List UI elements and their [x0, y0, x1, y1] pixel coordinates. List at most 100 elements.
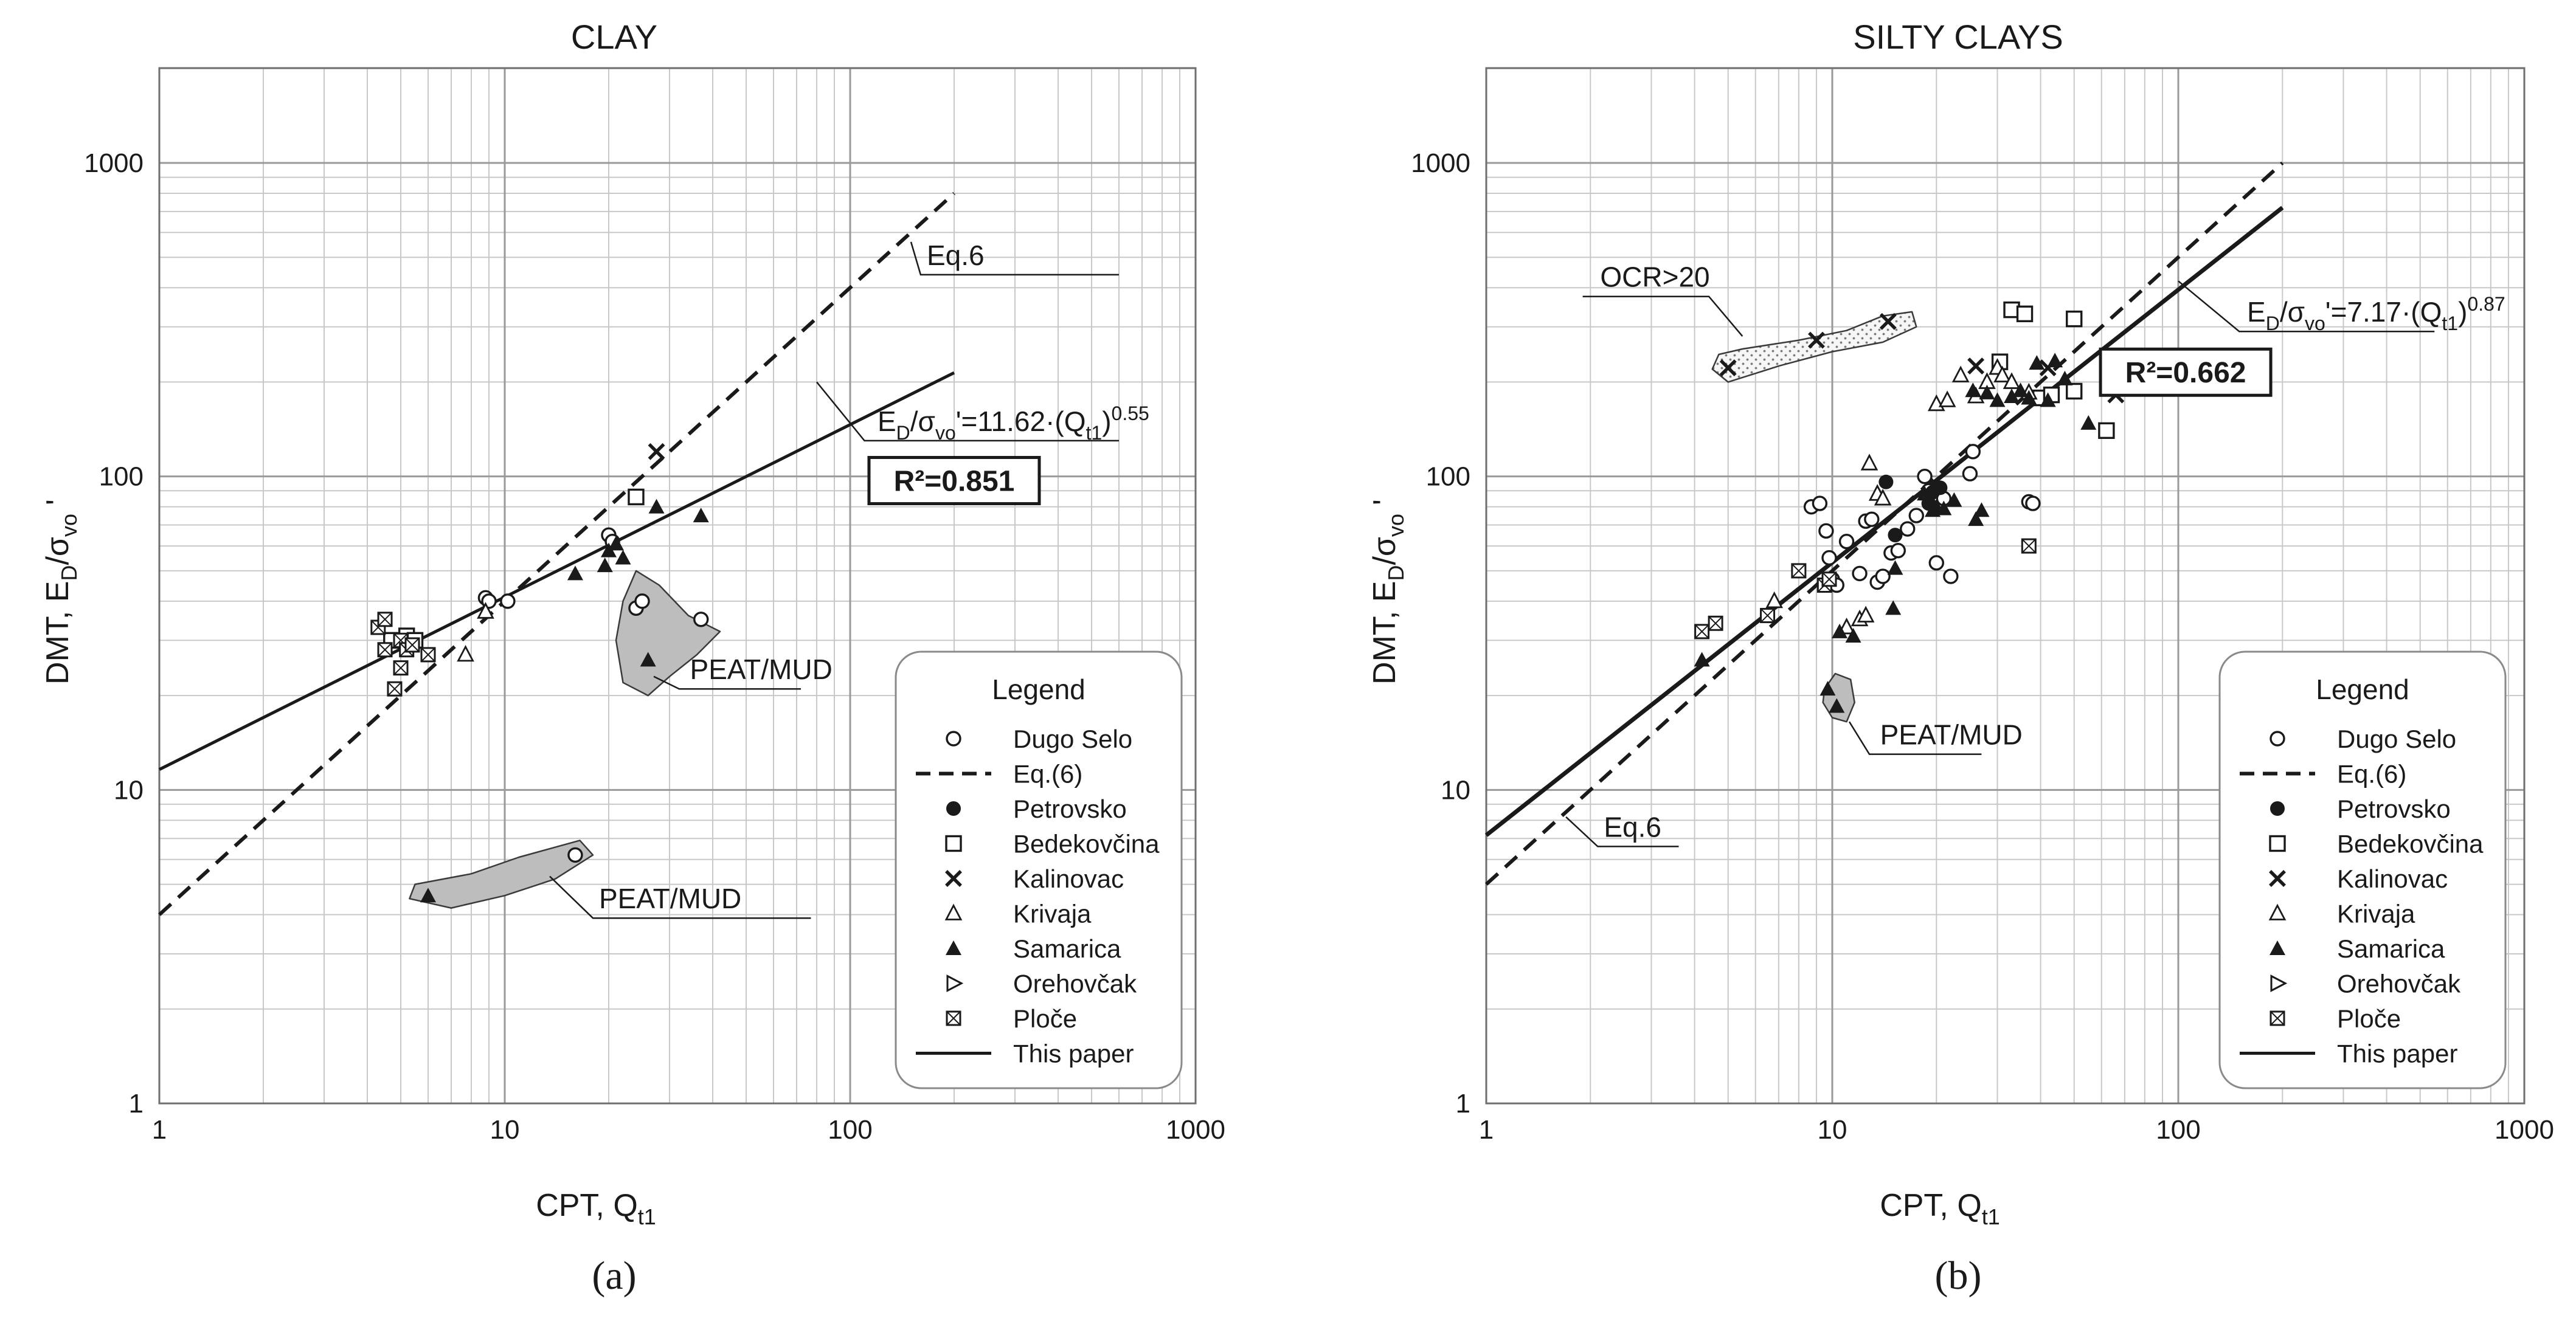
panel-b-point-bedekovcina: [2066, 382, 2083, 400]
panel-a-legend-label-krivaja: Krivaja: [1013, 900, 1092, 928]
panel-b-point-bedekovcina: [2098, 422, 2115, 440]
panel-b-legend-swatch-krivaja: [2268, 903, 2287, 920]
panel-b-y-tick-label: 10: [1441, 775, 1470, 805]
panel-b-point-ploce: [1694, 624, 1710, 640]
panel-a-legend-label-ploce: Ploče: [1013, 1004, 1077, 1033]
panel-b-point-samarica: [1973, 502, 1990, 517]
panel-a-point-samarica: [420, 888, 436, 903]
panel-b-annotation-r2: R²=0.662: [2099, 347, 2273, 397]
panel-b-region-ocr-20-0: [1711, 311, 1917, 383]
panel-b-point-dugo-selo: [1812, 495, 1828, 511]
panel-a-series-samarica: [420, 499, 709, 903]
panel-b-point-krivaja: [1951, 365, 1970, 382]
panel-b-legend-label-krivaja: Krivaja: [2337, 900, 2415, 928]
panel-a-x-axis-label: CPT, Qt1: [536, 1188, 656, 1229]
panel-b-point-petrovsko: [1933, 480, 1948, 495]
panel-b-point-samarica: [1946, 492, 1962, 507]
panel-a-legend-label-orehovcak: Orehovčak: [1013, 970, 1137, 998]
panel-a-point-samarica: [567, 565, 583, 581]
panel-b-point-samarica: [1968, 511, 1984, 526]
panel-a-point-kalinovac: [648, 443, 665, 460]
panel-b-point-petrovsko: [1878, 474, 1894, 489]
panel-a-legend-label-eq-6: Eq.(6): [1013, 760, 1082, 788]
panel-b-ocr-label: OCR>20: [1600, 261, 1709, 293]
panel-b-point-kalinovac: [1719, 359, 1737, 377]
panel-b-r2-label: R²=0.662: [2125, 357, 2246, 389]
panel-b-point-krivaja: [1765, 591, 1784, 609]
panel-b-legend-label-petrovsko: Petrovsko: [2337, 795, 2451, 823]
panel-a-point-dugo-selo: [693, 612, 709, 627]
panel-a-annotation-fit: ED/σvo'=11.62·(Qt1)0.55: [816, 381, 1149, 444]
panel-a-legend-swatch-orehovcak: [946, 975, 964, 992]
panel-b-legend-swatch-bedekovcina: [2269, 835, 2286, 852]
panel-b-legend-label-kalinovac: Kalinovac: [2337, 864, 2448, 893]
panel-a-point-krivaja: [477, 602, 494, 619]
panel-b-series-samarica: [1694, 353, 2097, 713]
panel-b-y-tick-label: 1: [1456, 1089, 1470, 1119]
panel-b-point-samarica: [1979, 384, 1995, 399]
panel-b-point-samarica: [2012, 382, 2029, 398]
panel-b-legend-label-eq-6: Eq.(6): [2337, 760, 2406, 788]
panel-a-point-samarica: [693, 508, 709, 523]
panel-a-peat1-label: PEAT/MUD: [690, 654, 833, 685]
panel-b-legend-label-dugo-selo: Dugo Selo: [2337, 725, 2456, 753]
panel-b-point-samarica: [2029, 355, 2045, 370]
panel-b-point-dugo-selo: [1908, 508, 1924, 523]
panel-b-series-ploce: [1694, 538, 2037, 640]
panel-b: 1 10 100 1000 1 10 100 1000 SILTY CLAYS CPT, Qt1 D…: [1367, 18, 2554, 1298]
panel-a-point-ploce: [420, 647, 436, 663]
panel-b-point-samarica: [1819, 681, 1836, 696]
panel-b-point-samarica: [1885, 600, 1902, 615]
panel-a-legend-swatch-dugo-selo: [946, 731, 961, 747]
panel-b-legend: Legend Dugo Selo Eq.(6) Petrovsko Bedekovčin…: [2218, 650, 2507, 1089]
panel-a-legend: Legend Dugo Selo Eq.(6) Petrovsko Bedekovčin…: [895, 650, 1183, 1089]
panel-b-leader-peat: [1848, 721, 1982, 755]
panel-b-point-samarica: [1989, 392, 2006, 407]
panel-b-point-dugo-selo: [1852, 565, 1868, 582]
panel-b-point-dugo-selo: [1818, 523, 1834, 539]
panel-b-legend-swatch-petrovsko: [2270, 801, 2285, 816]
panel-b-annotation-ocr: OCR>20: [1582, 261, 1743, 337]
panel-a-legend-title: Legend: [992, 674, 1085, 705]
panel-a-point-samarica: [648, 499, 665, 514]
panel-b-title: SILTY CLAYS: [1853, 18, 2063, 56]
panel-a-leader-fit: [816, 381, 1119, 442]
panel-a-point-ploce: [387, 681, 403, 697]
panel-b-point-dugo-selo: [1943, 568, 1959, 584]
panel-b-x-tick-label: 10: [1818, 1115, 1847, 1145]
panel-b-leader-fit: [2178, 280, 2435, 333]
panel-b-point-petrovsko: [1888, 528, 1903, 543]
panel-b-legend-swatch-samarica: [2270, 940, 2285, 955]
panel-a-legend-swatch-petrovsko: [946, 801, 961, 816]
panel-b-legend-swatch-ploce: [2270, 1010, 2285, 1026]
panel-a-point-samarica: [640, 652, 656, 667]
panel-b-annotation-eq6: Eq.6: [1565, 811, 1679, 847]
panel-b-point-dugo-selo: [1890, 542, 1906, 559]
panel-b-point-ploce: [1760, 607, 1776, 623]
panel-a-series-krivaja: [457, 602, 494, 662]
panel-b-series-petrovsko: [1878, 474, 1948, 543]
panel-a-eq6-label: Eq.6: [927, 240, 985, 271]
panel-a-y-tick-label: 10: [114, 775, 144, 805]
panel-b-point-kalinovac: [1967, 357, 1985, 375]
panel-a-caption: (a): [592, 1254, 636, 1298]
panel-b-series-bedekovcina: [1991, 301, 2115, 440]
panel-b-point-krivaja: [1857, 606, 1875, 623]
panel-b-point-bedekovcina: [2066, 310, 2083, 328]
panel-b-x-tick-label: 1: [1479, 1115, 1494, 1145]
panel-b-y-tick-label: 100: [1426, 462, 1470, 492]
panel-b-y-tick-label: 1000: [1411, 148, 1470, 178]
panel-b-point-dugo-selo: [1965, 444, 1981, 460]
panel-b-legend-label-samarica: Samarica: [2337, 934, 2445, 963]
panel-a-x-tick-label: 10: [490, 1115, 520, 1145]
panel-b-legend-swatch-kalinovac: [2269, 870, 2286, 887]
panel-b-peat-label: PEAT/MUD: [1880, 719, 2023, 751]
panel-b-point-dugo-selo: [1864, 511, 1880, 527]
panel-a-legend-label-dugo-selo: Dugo Selo: [1013, 725, 1132, 753]
panel-b-point-samarica: [1845, 627, 1861, 643]
panel-a-y-axis-label: DMT, ED/σvo': [40, 499, 81, 685]
panel-b-region-peat-mud-1: [1822, 672, 1855, 723]
panel-b-point-samarica: [2021, 390, 2037, 405]
panel-a-r2-box: [867, 455, 1041, 505]
